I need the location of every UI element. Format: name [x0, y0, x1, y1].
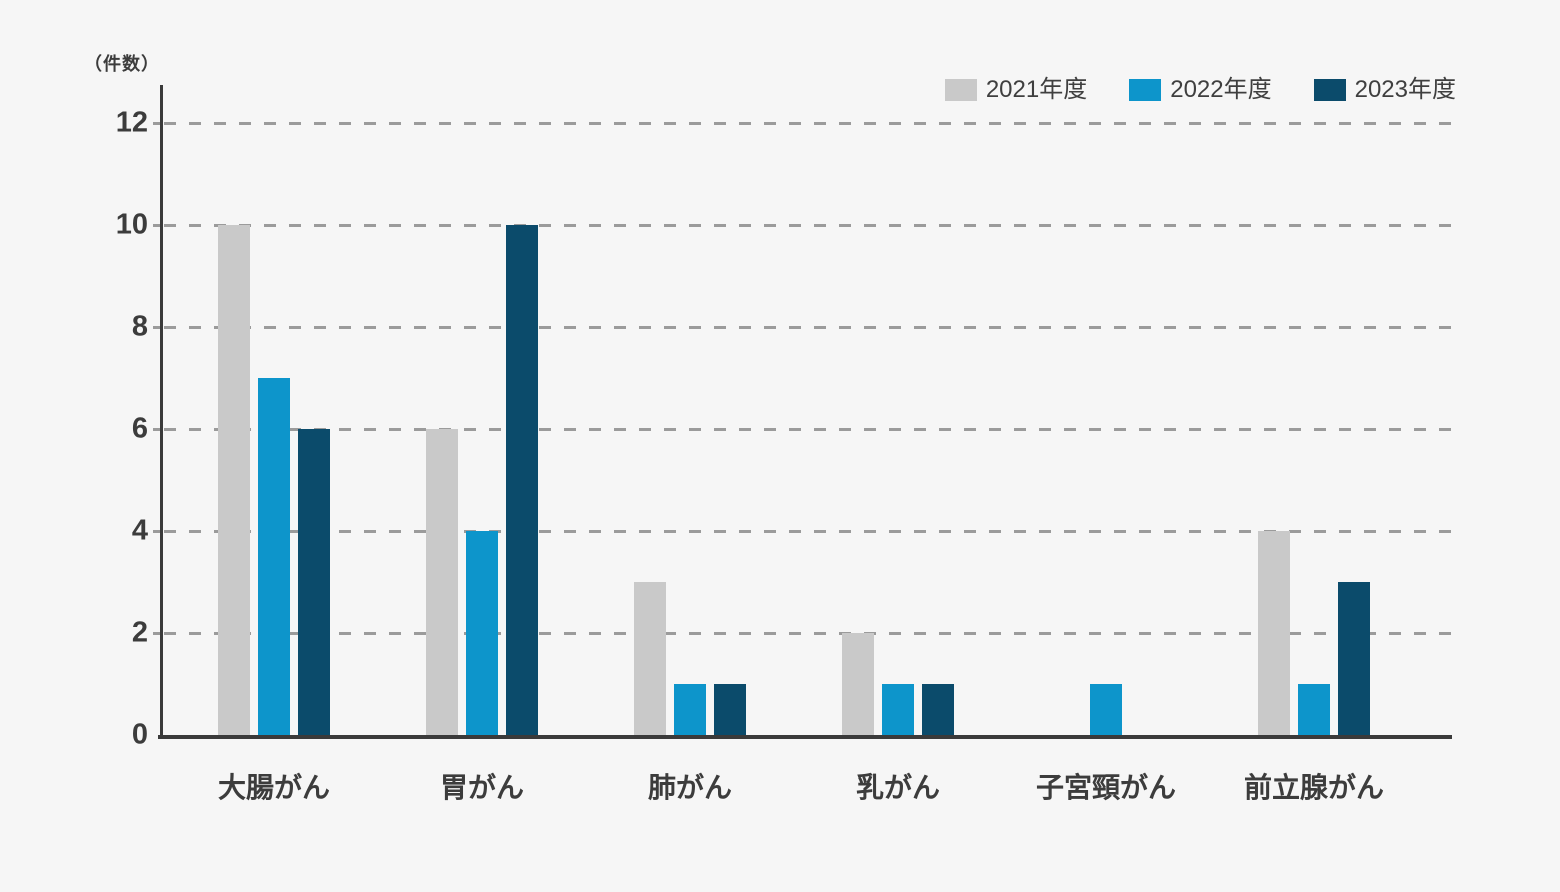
- bar: [882, 684, 914, 735]
- x-axis-line: [158, 735, 1452, 739]
- bar: [714, 684, 746, 735]
- y-axis-tick: [153, 326, 160, 329]
- bar: [1258, 531, 1290, 735]
- y-axis-label: 12: [115, 106, 148, 139]
- x-axis-label: 胃がん: [439, 772, 524, 803]
- y-axis-label: 6: [131, 412, 148, 445]
- x-axis-label: 肺がん: [647, 772, 732, 803]
- legend-item: 2021年度: [944, 76, 1088, 103]
- legend-item: 2023年度: [1313, 76, 1456, 103]
- x-axis-label: 子宮頸がん: [1035, 772, 1176, 803]
- y-axis-label: 8: [131, 310, 148, 343]
- chart-legend: 2021年度 2022年度 2023年度: [944, 76, 1456, 103]
- bar: [466, 531, 498, 735]
- bar: [1090, 684, 1122, 735]
- y-axis-tick: [153, 632, 160, 635]
- legend-swatch-icon: [944, 79, 977, 101]
- legend-label: 2022年度: [1170, 76, 1272, 103]
- y-axis-label: 4: [131, 514, 148, 547]
- legend-label: 2021年度: [985, 76, 1088, 103]
- y-axis-label: 2: [131, 616, 148, 649]
- legend-swatch-icon: [1313, 79, 1346, 101]
- bar: [842, 633, 874, 735]
- bar: [922, 684, 954, 735]
- x-axis-label: 大腸がん: [217, 772, 330, 803]
- y-axis-tick: [153, 428, 160, 431]
- bar: [218, 225, 250, 735]
- bar: [298, 429, 330, 735]
- y-axis-tick: [153, 224, 160, 227]
- y-axis-label: 10: [115, 208, 148, 241]
- legend-swatch-icon: [1129, 79, 1162, 101]
- y-axis-label: 0: [131, 718, 148, 751]
- bar: [258, 378, 290, 735]
- y-gridline: [164, 428, 1452, 431]
- y-axis-tick: [153, 122, 160, 125]
- y-gridline: [164, 326, 1452, 329]
- legend-item: 2022年度: [1129, 76, 1272, 103]
- bar: [1338, 582, 1370, 735]
- y-axis-unit-label: （件数）: [84, 54, 160, 74]
- y-axis-line: [160, 85, 163, 739]
- bar: [1298, 684, 1330, 735]
- bar: [426, 429, 458, 735]
- y-axis-tick: [153, 530, 160, 533]
- bar: [506, 225, 538, 735]
- y-gridline: [164, 632, 1452, 635]
- x-axis-label: 前立腺がん: [1243, 772, 1384, 803]
- y-gridline: [164, 530, 1452, 533]
- legend-label: 2023年度: [1354, 76, 1456, 103]
- bar: [634, 582, 666, 735]
- x-axis-label: 乳がん: [855, 772, 940, 803]
- bar: [674, 684, 706, 735]
- y-gridline: [164, 122, 1452, 125]
- y-gridline: [164, 224, 1452, 227]
